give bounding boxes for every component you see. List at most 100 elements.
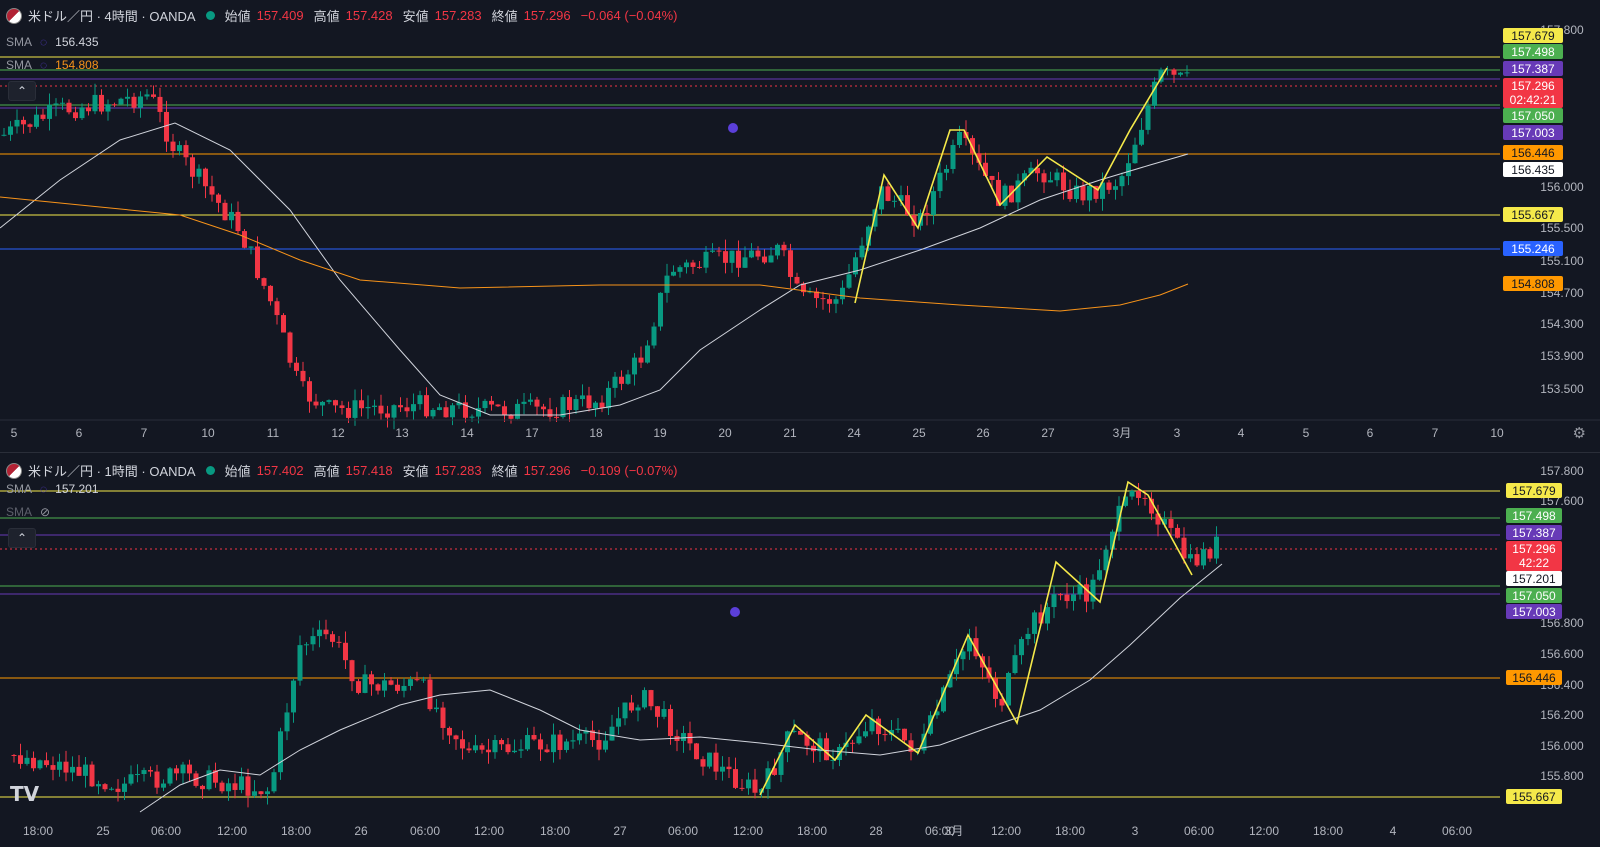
price-4h-candle — [1067, 190, 1073, 200]
price-4h-candle — [1100, 182, 1105, 199]
price-4h-candle — [34, 114, 39, 127]
change-value: −0.064 (−0.04%) — [580, 8, 678, 23]
close-label: 終値 — [491, 464, 518, 479]
time-axis-tick: 26 — [354, 824, 368, 838]
time-axis-tick: 4 — [1390, 824, 1397, 838]
price-4h-candle — [801, 283, 806, 293]
price-4h-candle — [814, 291, 819, 299]
price-4h-candle — [853, 257, 858, 275]
price-1h-candle — [1136, 490, 1141, 498]
price-1h-candle — [245, 776, 251, 796]
price-4h-candle — [1139, 129, 1144, 145]
price-label: 157.387 — [1512, 526, 1556, 540]
time-axis-tick: 17 — [525, 426, 539, 440]
price-1h-candle — [1155, 513, 1161, 525]
collapse-legend-button[interactable]: ⌃ — [8, 81, 36, 101]
price-4h-candle — [8, 126, 13, 135]
price-1h-candle — [1032, 612, 1037, 634]
price-1h-candle — [453, 735, 459, 740]
price-1h-candle — [739, 787, 745, 789]
price-4h-candle — [1087, 185, 1092, 201]
price-1h-candle — [297, 645, 303, 681]
open-value: 157.402 — [256, 463, 304, 478]
price-1h-candle — [122, 783, 127, 792]
sma-indicator-1[interactable]: SMA ◌ 157.201 — [6, 482, 99, 496]
chevron-up-icon: ⌃ — [16, 84, 28, 98]
price-1h-candle — [1214, 536, 1219, 559]
symbol-title[interactable]: 米ドル／円 · 1時間 · OANDA — [28, 464, 196, 479]
price-label-bg — [1503, 276, 1563, 291]
price-4h-candle — [944, 168, 949, 173]
sma-indicator-1[interactable]: SMA ◌ 156.435 — [6, 35, 99, 49]
chart-canvas-4h[interactable]: 157.800156.000155.500155.100154.700154.3… — [0, 0, 1600, 452]
price-4h-candle — [1080, 185, 1086, 201]
price-4h-candle — [157, 96, 163, 112]
price-1h-candle — [447, 727, 452, 736]
price-1h-candle — [1175, 527, 1180, 538]
tradingview-logo[interactable]: TV — [10, 782, 40, 806]
price-label: 157.498 — [1512, 509, 1556, 523]
price-1h-candle — [830, 760, 836, 762]
price-1h-candle — [538, 739, 543, 750]
price-1h-candle — [499, 740, 504, 745]
collapse-legend-button[interactable]: ⌃ — [8, 528, 36, 548]
price-4h-candle — [268, 285, 273, 302]
time-axis-tick: 06:00 — [1184, 824, 1214, 838]
price-4h-candle — [697, 266, 702, 268]
low-label: 安値 — [402, 464, 429, 479]
price-4h-candle — [27, 124, 33, 127]
price-4h-candle — [957, 131, 962, 146]
symbol-title[interactable]: 米ドル／円 · 4時間 · OANDA — [28, 9, 196, 24]
sma-indicator-2[interactable]: SMA ◌ 154.808 — [6, 58, 99, 72]
price-1h-candle — [694, 743, 699, 760]
price-label-bg — [1503, 162, 1563, 177]
price-1h-candle — [349, 660, 355, 682]
price-axis-tick: 154.300 — [1540, 317, 1584, 331]
time-axis-tick: 06:00 — [668, 824, 698, 838]
chart-canvas-1h[interactable]: 157.800157.600156.800156.600156.400156.2… — [0, 455, 1600, 847]
price-axis-tick: 156.600 — [1540, 647, 1584, 661]
price-4h-candle — [456, 402, 462, 406]
price-1h-candle — [115, 788, 121, 792]
price-1h-candle — [1097, 570, 1102, 580]
gear-icon[interactable]: ⚙ — [1572, 425, 1586, 442]
price-1h-candle — [323, 629, 329, 635]
price-4h-candle — [996, 179, 1001, 206]
chart-pane-4h[interactable]: 157.800156.000155.500155.100154.700154.3… — [0, 0, 1600, 453]
time-axis-tick: 19 — [653, 426, 667, 440]
time-axis-tick: 12 — [331, 426, 345, 440]
price-label-bg — [1503, 241, 1563, 256]
price-1h-candle — [668, 709, 673, 737]
price-4h-candle — [1184, 72, 1190, 74]
eye-hidden-icon[interactable]: ⊘ — [40, 505, 51, 519]
price-4h-candle — [14, 119, 20, 127]
price-4h-candle — [424, 395, 429, 417]
price-4h-candle — [144, 94, 150, 97]
price-1h-candle — [258, 791, 264, 795]
price-4h-candle — [320, 401, 325, 406]
chart-pane-1h[interactable]: 157.800 157.600 156.800 156.600 156.400 156.2… — [0, 455, 1600, 847]
price-1h-candle — [655, 706, 660, 717]
price-1h-candle — [161, 783, 166, 788]
time-axis-tick: 18:00 — [281, 824, 311, 838]
price-4h-candle — [1132, 144, 1138, 164]
price-4h-candle — [1061, 172, 1066, 191]
price-label-bg — [1503, 28, 1563, 43]
price-1h-candle — [1194, 554, 1200, 566]
change-value: −0.109 (−0.07%) — [580, 463, 678, 478]
price-1h-candle — [791, 730, 797, 732]
time-axis-tick: 18 — [589, 426, 603, 440]
high-label: 高値 — [313, 9, 340, 24]
sma-indicator-2[interactable]: SMA ⊘ — [6, 505, 50, 519]
price-1h-candle — [174, 768, 179, 774]
price-4h-candle — [547, 409, 553, 417]
price-1h-candle — [616, 718, 621, 727]
price-1h-candle — [193, 773, 199, 786]
price-1h-candle — [310, 636, 316, 645]
price-1h-candle — [772, 768, 777, 775]
price-1h-candle — [1129, 490, 1135, 497]
price-4h-candle — [281, 315, 286, 333]
price-4h-candle — [931, 191, 936, 215]
time-axis-tick: 18:00 — [23, 824, 53, 838]
price-4h-candle — [79, 107, 85, 119]
